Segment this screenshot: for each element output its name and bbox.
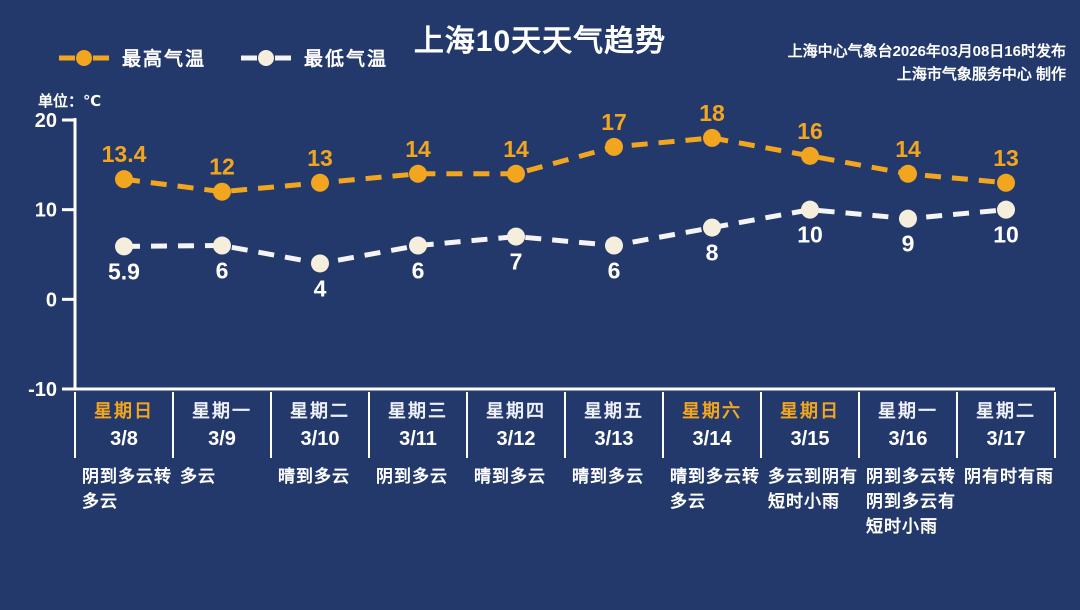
source-line-1: 上海中心气象台2026年03月08日16时发布 — [787, 43, 1066, 60]
high-value-label: 16 — [797, 118, 823, 144]
high-temp-point — [409, 164, 427, 183]
weather-description: 多云 — [180, 467, 216, 486]
y-tick-label: 0 — [46, 289, 57, 311]
high-temp-point — [703, 128, 721, 147]
weekday-label: 星期日 — [780, 401, 840, 421]
low-value-label: 6 — [412, 258, 425, 284]
weekday-label: 星期三 — [388, 401, 448, 421]
high-value-label: 18 — [699, 100, 725, 126]
weekday-label: 星期六 — [682, 400, 742, 421]
source-line-2: 上海市气象服务中心 制作 — [896, 66, 1066, 83]
weather-description: 阴到多云 — [376, 467, 448, 486]
weekday-label: 星期四 — [486, 401, 546, 421]
low-value-label: 4 — [314, 275, 327, 301]
unit-label: 单位：℃ — [38, 93, 102, 110]
low-temp-point — [213, 236, 231, 255]
date-label: 3/10 — [301, 428, 340, 450]
weather-description: 阴有时有雨 — [964, 467, 1054, 486]
date-label: 3/8 — [110, 428, 138, 450]
high-value-label: 13 — [993, 145, 1019, 171]
low-value-label: 5.9 — [108, 258, 140, 284]
low-value-label: 6 — [216, 258, 229, 284]
low-temp-point — [311, 254, 329, 273]
low-temp-point — [703, 218, 721, 237]
legend-label-low: 最低气温 — [304, 49, 389, 70]
high-temp-point — [115, 170, 133, 189]
low-temp-point — [801, 200, 819, 219]
low-value-label: 8 — [706, 240, 719, 266]
high-value-label: 13.4 — [102, 141, 147, 167]
high-temp-point — [605, 137, 623, 156]
low-temp-point — [997, 200, 1015, 219]
high-value-label: 14 — [503, 136, 529, 162]
legend-item-low: 最低气温 — [240, 44, 388, 71]
legend: 最高气温 最低气温 — [58, 44, 388, 71]
low-temp-point — [409, 236, 427, 255]
weather-description: 晴到多云 — [572, 467, 644, 486]
high-value-label: 14 — [895, 136, 921, 162]
weekday-label: 星期一 — [192, 401, 252, 421]
low-value-label: 7 — [510, 249, 523, 275]
high-temp-point — [311, 173, 329, 192]
high-value-label: 12 — [209, 154, 235, 180]
date-label: 3/16 — [889, 428, 928, 450]
weekday-label: 星期二 — [976, 401, 1036, 421]
y-tick-label: -10 — [28, 379, 57, 401]
weekday-label: 星期二 — [290, 401, 350, 421]
low-temp-line — [123, 207, 1007, 267]
low-temp-point — [507, 227, 525, 246]
weather-description: 晴到多云转多云 — [670, 467, 760, 511]
weekday-label: 星期日 — [94, 401, 154, 421]
date-label: 3/14 — [693, 428, 733, 450]
weather-description: 阴到多云转阴到多云有短时小雨 — [866, 467, 956, 536]
high-temp-marker-icon — [59, 49, 109, 66]
high-temp-line — [123, 135, 1007, 195]
high-value-label: 14 — [405, 136, 431, 162]
weekday-label: 星期五 — [584, 401, 644, 421]
weather-description: 阴到多云转多云 — [82, 467, 172, 511]
page-title: 上海10天天气趋势 — [413, 25, 667, 58]
weather-description: 多云到阴有短时小雨 — [768, 467, 858, 511]
weather-description: 晴到多云 — [474, 467, 546, 486]
legend-item-high: 最高气温 — [58, 44, 206, 71]
date-label: 3/13 — [595, 428, 634, 450]
low-value-label: 6 — [608, 258, 621, 284]
low-value-label: 10 — [797, 222, 823, 248]
low-temp-point — [899, 209, 917, 228]
high-temp-point — [801, 146, 819, 165]
legend-label-high: 最高气温 — [122, 49, 207, 70]
y-tick-label: 10 — [35, 200, 57, 222]
date-label: 3/9 — [208, 428, 236, 450]
date-label: 3/11 — [399, 428, 437, 450]
weekday-label: 星期一 — [878, 401, 938, 421]
high-value-label: 13 — [307, 145, 333, 171]
high-temp-point — [899, 164, 917, 183]
low-temp-point — [605, 236, 623, 255]
low-value-label: 9 — [902, 231, 915, 257]
low-temp-point — [115, 237, 133, 256]
high-temp-point — [997, 173, 1015, 192]
date-label: 3/17 — [987, 428, 1026, 450]
high-temp-point — [507, 164, 525, 183]
low-temp-marker-icon — [241, 49, 292, 66]
y-tick-label: 20 — [35, 110, 57, 132]
high-temp-point — [213, 182, 231, 201]
date-label: 3/15 — [791, 428, 830, 450]
weather-description: 晴到多云 — [278, 467, 350, 486]
source-info: 上海中心气象台2026年03月08日16时发布 上海市气象服务中心 制作 — [788, 40, 1066, 86]
high-value-label: 17 — [601, 109, 627, 135]
date-label: 3/12 — [497, 428, 536, 450]
low-value-label: 10 — [993, 222, 1019, 248]
